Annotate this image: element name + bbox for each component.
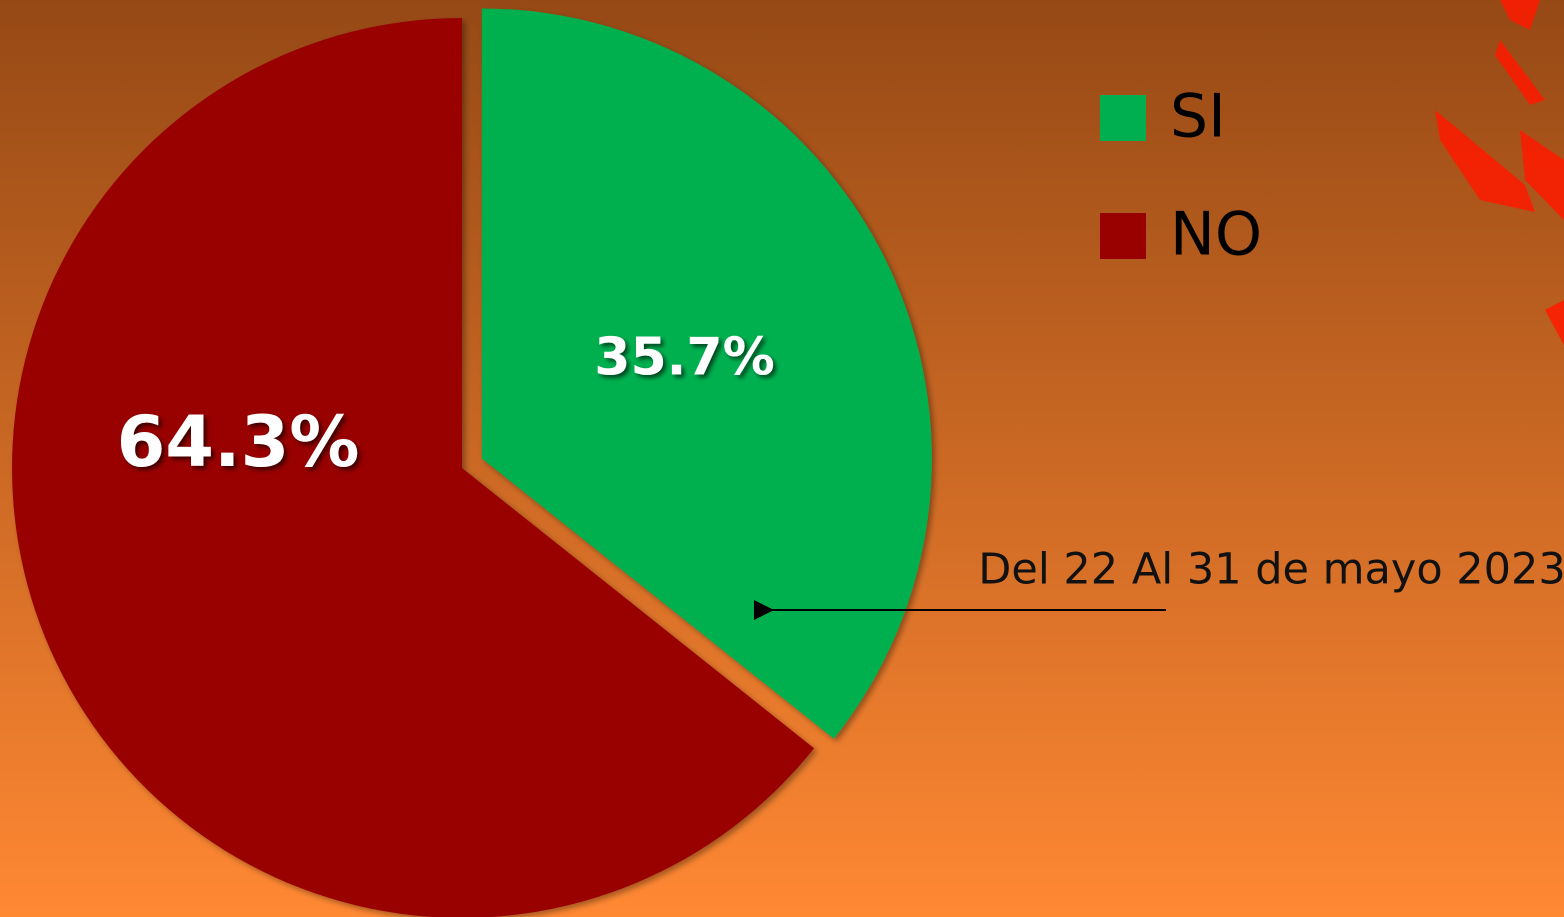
- data-label: 64.3%: [117, 401, 360, 483]
- page: Del 22 Al 31 de mayo 2023 35.7% 64.3% SI NO…: [0, 0, 1564, 917]
- legend-swatch: [1100, 213, 1146, 259]
- legend-swatch: [1100, 95, 1146, 141]
- data-label: 35.7%: [594, 328, 774, 388]
- annotation: Del 22 Al 31 de mayo 2023: [978, 545, 1564, 595]
- legend-label: SI: [1170, 82, 1226, 152]
- chart: Del 22 Al 31 de mayo 2023 35.7% 64.3% SI NO: [0, 0, 1564, 917]
- legend-label: NO: [1170, 200, 1262, 270]
